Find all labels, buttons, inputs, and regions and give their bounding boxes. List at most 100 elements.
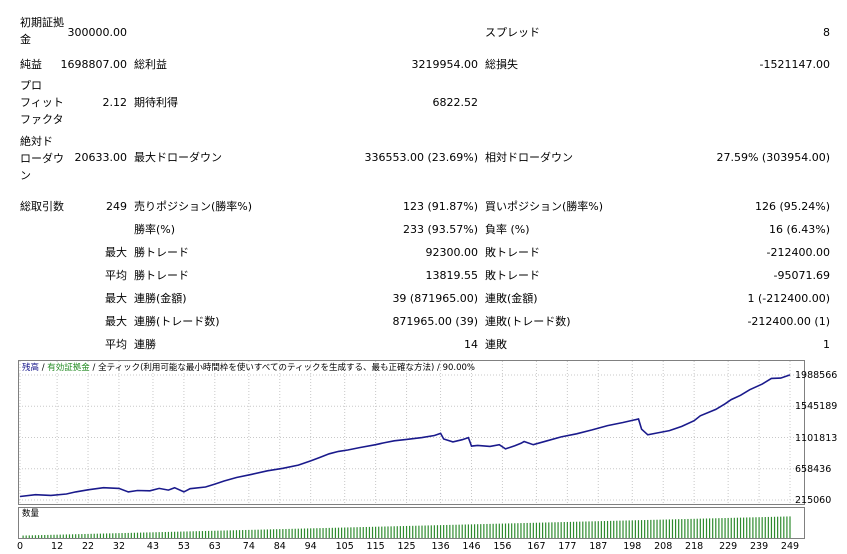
max-label: 最大: [105, 292, 127, 305]
x-tick-label: 198: [623, 541, 642, 552]
consec-wins-label: 連勝: [134, 338, 156, 351]
x-tick-label: 187: [589, 541, 608, 552]
y-tick-label: 1101813: [795, 432, 838, 444]
consec-wins-trades-value: 871965.00 (39): [392, 315, 478, 328]
long-positions-label: 買いポジション(勝率%): [485, 200, 604, 213]
x-axis-labels: 0 12 22 32 43 53 63 74 84 94 105 115 125 136 146 156 167…: [0, 539, 847, 554]
backtest-report: 初期証拠 金 300000.00 スプレッド 8 純益 1698807.00 総…: [20, 16, 830, 351]
win-rate-label: 勝率(%): [134, 223, 176, 236]
x-tick-label: 43: [146, 541, 160, 552]
avg-label: 平均: [105, 338, 127, 351]
net-profit-label: 純益: [20, 58, 42, 71]
legend-separator: /: [434, 363, 443, 373]
x-tick-label: 53: [177, 541, 190, 552]
short-positions-value: 123 (91.87%): [402, 200, 478, 213]
x-tick-label: 146: [462, 541, 481, 552]
legend-separator: /: [39, 363, 48, 373]
x-tick-label: 249: [780, 541, 800, 552]
y-tick-label: 658436: [795, 463, 832, 475]
legend-quality: 90.00%: [442, 363, 475, 373]
x-tick-label: 74: [242, 541, 255, 552]
balance-chart-plot: [18, 360, 805, 505]
profit-factor-label: プロ フィット ファクタ: [20, 79, 64, 126]
max-label: 最大: [105, 246, 127, 259]
net-profit-value: 1698807.00: [60, 58, 127, 71]
short-positions-label: 売りポジション(勝率%): [134, 200, 253, 213]
avg-label: 平均: [105, 269, 127, 282]
initial-deposit-label: 初期証拠 金: [20, 16, 64, 46]
volume-chart-plot: [18, 507, 805, 539]
x-tick-label: 218: [685, 541, 704, 552]
volume-chart: [18, 507, 805, 539]
rel-drawdown-value: 27.59% (303954.00): [716, 151, 830, 164]
consec-losses-amount-value: 1 (-212400.00): [747, 292, 830, 305]
max-loss-trade-value: -212400.00: [766, 246, 830, 259]
consec-wins-trades-label: 連勝(トレード数): [134, 315, 220, 328]
x-tick-label: 125: [397, 541, 416, 552]
x-tick-label: 115: [366, 541, 385, 552]
x-tick-label: 12: [51, 541, 64, 552]
max-label: 最大: [105, 315, 127, 328]
avg-loss-trade-value: -95071.69: [773, 269, 830, 282]
volume-frame: [18, 507, 805, 539]
rel-drawdown-label: 相対ドローダウン: [485, 151, 573, 164]
expected-payoff-value: 6822.52: [432, 96, 479, 109]
consec-wins-amount-label: 連勝(金額): [134, 292, 187, 305]
legend-model: 全ティック(利用可能な最小時間枠を使いすべてのティックを生成する、最も正確な方法…: [98, 363, 435, 373]
y-tick-label: 1545189: [795, 401, 838, 413]
chart-frame: [18, 360, 805, 505]
profit-factor-value: 2.12: [102, 96, 128, 109]
x-tick-label: 177: [558, 541, 577, 552]
x-tick-label: 94: [304, 541, 317, 552]
loss-rate-label: 負率 (%): [485, 223, 530, 236]
balance-chart: [18, 360, 805, 505]
max-loss-trade-label: 敗トレード: [485, 246, 540, 259]
consec-losses-trades-label: 連敗(トレード数): [485, 315, 571, 328]
win-rate-value: 233 (93.57%): [402, 223, 478, 236]
consec-losses-amount-label: 連敗(金額): [485, 292, 538, 305]
consec-losses-trades-value: -212400.00 (1): [747, 315, 830, 328]
avg-win-trade-label: 勝トレード: [134, 269, 189, 282]
max-win-trade-label: 勝トレード: [134, 246, 189, 259]
gross-loss-label: 総損失: [485, 58, 518, 71]
gross-profit-label: 総利益: [134, 58, 167, 71]
x-tick-label: 208: [654, 541, 673, 552]
long-positions-value: 126 (95.24%): [754, 200, 830, 213]
legend-equity: 有効証拠金: [47, 363, 90, 373]
avg-loss-trade-label: 敗トレード: [485, 269, 540, 282]
total-trades-label: 総取引数: [20, 200, 64, 213]
x-tick-label: 239: [749, 541, 769, 552]
max-drawdown-label: 最大ドローダウン: [134, 151, 222, 164]
y-tick-label: 215060: [795, 495, 832, 506]
chart-legend: 残高 / 有効証拠金 / 全ティック(利用可能な最小時間枠を使いすべてのティック…: [22, 362, 475, 374]
gross-loss-value: -1521147.00: [759, 58, 830, 71]
abs-drawdown-value: 20633.00: [74, 151, 128, 164]
x-tick-label: 167: [527, 541, 546, 552]
x-tick-label: 136: [431, 541, 450, 552]
x-tick-label: 22: [81, 541, 95, 552]
x-tick-label: 0: [16, 541, 24, 552]
consec-wins-value: 14: [464, 338, 478, 351]
gross-profit-value: 3219954.00: [411, 58, 478, 71]
abs-drawdown-label: 絶対ド ローダウ ン: [20, 135, 64, 182]
x-tick-label: 229: [719, 541, 738, 552]
legend-separator: /: [89, 363, 99, 373]
avg-win-trade-value: 13819.55: [425, 269, 479, 282]
max-win-trade-value: 92300.00: [425, 246, 479, 259]
balance-series-line: [19, 374, 791, 498]
spread-value: 8: [823, 26, 830, 39]
y-tick-label: 1988566: [795, 370, 838, 381]
total-trades-value: 249: [106, 200, 127, 213]
initial-deposit-value: 300000.00: [67, 26, 128, 39]
consec-wins-amount-value: 39 (871965.00): [392, 292, 478, 305]
x-tick-label: 63: [208, 541, 221, 552]
expected-payoff-label: 期待利得: [134, 96, 178, 109]
x-tick-label: 156: [493, 541, 512, 552]
consec-losses-label: 連敗: [485, 338, 507, 351]
spread-label: スプレッド: [485, 26, 540, 39]
max-drawdown-value: 336553.00 (23.69%): [364, 151, 478, 164]
volume-title: 数量: [22, 509, 40, 519]
loss-rate-value: 16 (6.43%): [768, 223, 830, 236]
x-tick-label: 105: [335, 541, 354, 552]
consec-losses-value: 1: [823, 338, 830, 351]
